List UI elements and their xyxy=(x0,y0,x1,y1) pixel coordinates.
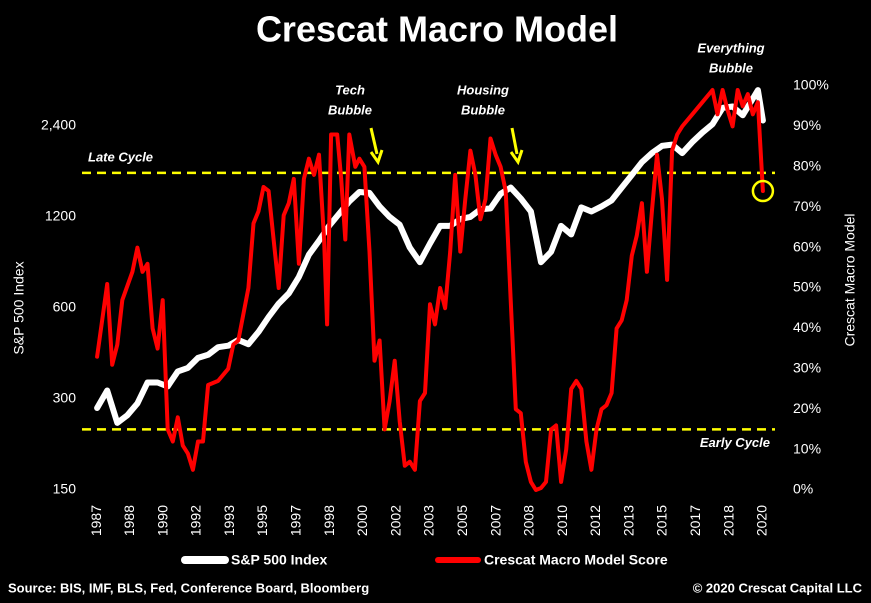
legend-label: S&P 500 Index xyxy=(231,552,327,568)
y-axis-label: S&P 500 Index xyxy=(11,261,27,354)
y2-tick-label: 10% xyxy=(793,440,821,456)
y-tick-label: 600 xyxy=(53,299,77,315)
arrow xyxy=(510,127,519,155)
y-tick-label: 2,400 xyxy=(41,117,76,133)
x-tick-label: 1995 xyxy=(254,505,270,536)
y2-axis-label: Crescat Macro Model xyxy=(842,213,858,346)
x-tick-label: 2012 xyxy=(587,505,603,536)
series-line xyxy=(94,87,766,426)
x-tick-label: 2017 xyxy=(687,505,703,536)
chart-title: Crescat Macro Model xyxy=(256,9,618,50)
x-tick-label: 2005 xyxy=(454,505,470,536)
reference-label: Early Cycle xyxy=(700,435,770,450)
x-tick-label: 2002 xyxy=(387,505,403,536)
x-tick-label: 1993 xyxy=(221,505,237,536)
annotation: Housing xyxy=(457,82,509,97)
x-tick-label: 2015 xyxy=(654,505,670,536)
highlight-circle xyxy=(751,179,775,203)
x-tick-label: 2003 xyxy=(421,505,437,536)
y2-tick-label: 40% xyxy=(793,319,821,335)
annotation: Bubble xyxy=(328,102,372,117)
annotation: Bubble xyxy=(709,60,753,75)
y2-tick-label: 90% xyxy=(793,117,821,133)
x-tick-label: 2013 xyxy=(620,505,636,536)
y2-tick-label: 80% xyxy=(793,158,821,174)
copyright: © 2020 Crescat Capital LLC xyxy=(693,580,863,595)
annotation: Bubble xyxy=(461,102,505,117)
y2-tick-label: 70% xyxy=(793,198,821,214)
annotation: Tech xyxy=(335,82,365,97)
annotation: Everything xyxy=(697,40,764,55)
y2-tick-label: 0% xyxy=(793,481,813,497)
x-tick-label: 1988 xyxy=(121,505,137,536)
legend-label: Crescat Macro Model Score xyxy=(484,552,668,568)
x-tick-label: 1987 xyxy=(88,505,104,536)
x-tick-label: 1992 xyxy=(188,505,204,536)
x-tick-label: 2020 xyxy=(754,505,770,536)
x-tick-label: 1997 xyxy=(288,505,304,536)
y-tick-label: 1200 xyxy=(45,208,76,224)
x-tick-label: 1998 xyxy=(321,505,337,536)
arrows xyxy=(369,127,524,166)
arrow-head xyxy=(509,149,524,166)
x-tick-label: 2018 xyxy=(720,505,736,536)
y2-tick-label: 30% xyxy=(793,360,821,376)
x-tick-label: 2008 xyxy=(521,505,537,536)
reference-label: Late Cycle xyxy=(88,149,153,164)
x-tick-label: 2010 xyxy=(554,505,570,536)
x-tick-label: 1990 xyxy=(154,505,170,536)
series-line xyxy=(95,88,765,492)
y2-tick-label: 20% xyxy=(793,400,821,416)
x-tick-label: 2000 xyxy=(354,505,370,536)
arrow xyxy=(369,127,379,155)
source-note: Source: BIS, IMF, BLS, Fed, Conference B… xyxy=(8,580,369,595)
y2-tick-label: 60% xyxy=(793,238,821,254)
x-tick-label: 2007 xyxy=(487,505,503,536)
y-tick-label: 300 xyxy=(53,390,77,406)
arrow-head xyxy=(369,149,384,166)
y-tick-label: 150 xyxy=(53,481,77,497)
y2-tick-label: 50% xyxy=(793,279,821,295)
y2-tick-label: 100% xyxy=(793,77,829,93)
